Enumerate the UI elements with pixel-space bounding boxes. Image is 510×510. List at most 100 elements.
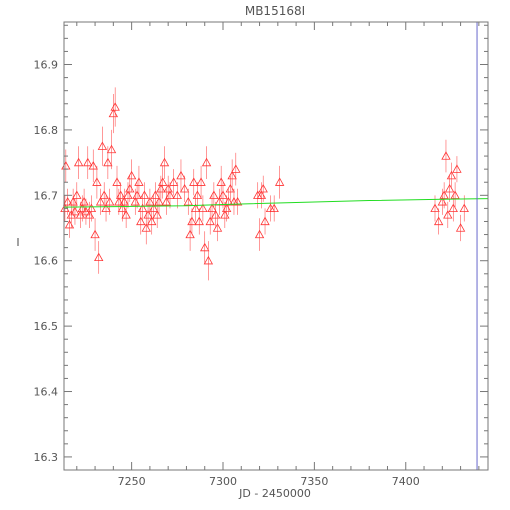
triangle-marker bbox=[176, 170, 186, 180]
data-point bbox=[168, 169, 179, 196]
data-point bbox=[110, 87, 120, 127]
triangle-marker bbox=[218, 190, 228, 199]
triangle-marker bbox=[189, 177, 199, 186]
data-point bbox=[101, 195, 111, 222]
triangle-marker bbox=[203, 255, 214, 265]
y-tick-label: 16.5 bbox=[34, 320, 59, 333]
triangle-marker bbox=[430, 203, 440, 212]
triangle-marker bbox=[209, 190, 219, 199]
triangle-marker bbox=[254, 229, 265, 239]
chart-title: MB15168I bbox=[245, 4, 305, 18]
plot-frame bbox=[63, 21, 489, 471]
data-point bbox=[439, 182, 449, 209]
axis-ticks: 7250 7300 7350 7400 16.3 16.4 16.5 16.6 16.7 16.8… bbox=[34, 22, 488, 488]
triangle-marker bbox=[112, 177, 122, 186]
x-tick-label: 7400 bbox=[392, 475, 420, 488]
data-point bbox=[265, 195, 276, 222]
triangle-marker bbox=[94, 252, 104, 262]
x-tick-label: 7350 bbox=[300, 475, 328, 488]
data-point bbox=[441, 139, 451, 173]
triangle-marker bbox=[101, 203, 111, 212]
triangle-marker bbox=[165, 190, 175, 199]
data-point bbox=[141, 211, 151, 245]
data-point bbox=[229, 188, 239, 215]
triangle-marker bbox=[183, 197, 193, 206]
data-point bbox=[92, 165, 102, 199]
data-point bbox=[159, 146, 170, 179]
triangle-marker bbox=[232, 197, 243, 206]
triangle-marker bbox=[179, 183, 190, 193]
data-point bbox=[253, 182, 263, 209]
data-point bbox=[64, 211, 75, 238]
data-point bbox=[455, 214, 466, 242]
data-point bbox=[94, 241, 104, 274]
triangle-marker bbox=[126, 170, 137, 180]
data-point bbox=[209, 182, 219, 209]
triangle-marker bbox=[443, 210, 453, 219]
data-point bbox=[95, 188, 106, 215]
data-point bbox=[172, 182, 182, 209]
y-tick-label: 16.7 bbox=[34, 189, 59, 202]
data-point bbox=[86, 195, 97, 222]
data-point bbox=[231, 152, 241, 186]
triangle-marker bbox=[172, 190, 182, 199]
data-point bbox=[112, 165, 122, 199]
data-point bbox=[190, 195, 201, 222]
triangle-marker bbox=[97, 141, 108, 150]
triangle-marker bbox=[70, 206, 80, 216]
data-point bbox=[90, 218, 100, 251]
data-point bbox=[452, 156, 462, 183]
data-point bbox=[176, 159, 186, 193]
data-point bbox=[183, 188, 193, 215]
data-point bbox=[260, 208, 270, 235]
data-point bbox=[72, 182, 82, 209]
triangle-marker bbox=[269, 203, 279, 212]
data-point bbox=[227, 159, 237, 193]
data-point bbox=[187, 208, 197, 235]
triangle-marker bbox=[103, 157, 113, 167]
data-point bbox=[163, 175, 173, 202]
data-point bbox=[108, 93, 119, 134]
triangle-marker bbox=[115, 190, 126, 199]
data-point bbox=[179, 175, 190, 202]
data-point bbox=[189, 169, 199, 196]
data-point bbox=[194, 208, 204, 235]
data-point bbox=[106, 129, 117, 170]
data-point bbox=[165, 182, 175, 209]
model-curve bbox=[63, 198, 489, 208]
data-point bbox=[99, 182, 109, 209]
triangle-marker bbox=[198, 203, 208, 212]
y-tick-label: 16.8 bbox=[34, 124, 59, 137]
triangle-marker bbox=[139, 190, 150, 199]
data-point bbox=[136, 208, 146, 235]
triangle-marker bbox=[92, 177, 102, 186]
x-tick-label: 7300 bbox=[209, 475, 237, 488]
data-point bbox=[192, 182, 203, 209]
data-point bbox=[158, 165, 168, 199]
data-point bbox=[73, 146, 84, 179]
triangle-marker bbox=[106, 144, 117, 154]
triangle-marker bbox=[227, 170, 237, 180]
triangle-marker bbox=[99, 190, 109, 199]
data-point bbox=[134, 165, 144, 199]
data-point bbox=[185, 218, 195, 251]
y-tick-label: 16.4 bbox=[34, 386, 59, 399]
data-point bbox=[198, 195, 208, 222]
data-point bbox=[132, 182, 142, 209]
data-point bbox=[444, 175, 455, 202]
triangle-marker bbox=[274, 177, 285, 186]
triangle-marker bbox=[260, 216, 270, 226]
y-axis-label: I bbox=[16, 236, 19, 249]
triangle-marker bbox=[86, 203, 97, 212]
triangle-marker bbox=[83, 157, 93, 167]
triangle-marker bbox=[158, 177, 168, 186]
data-point bbox=[216, 165, 226, 199]
triangle-marker bbox=[455, 223, 466, 232]
triangle-marker bbox=[168, 177, 179, 186]
triangle-marker bbox=[88, 161, 98, 170]
data-point bbox=[103, 146, 113, 179]
x-tick-label: 7250 bbox=[118, 475, 146, 488]
triangle-marker bbox=[95, 197, 106, 206]
data-point bbox=[201, 146, 212, 179]
y-tick-label: 16.9 bbox=[34, 59, 59, 72]
